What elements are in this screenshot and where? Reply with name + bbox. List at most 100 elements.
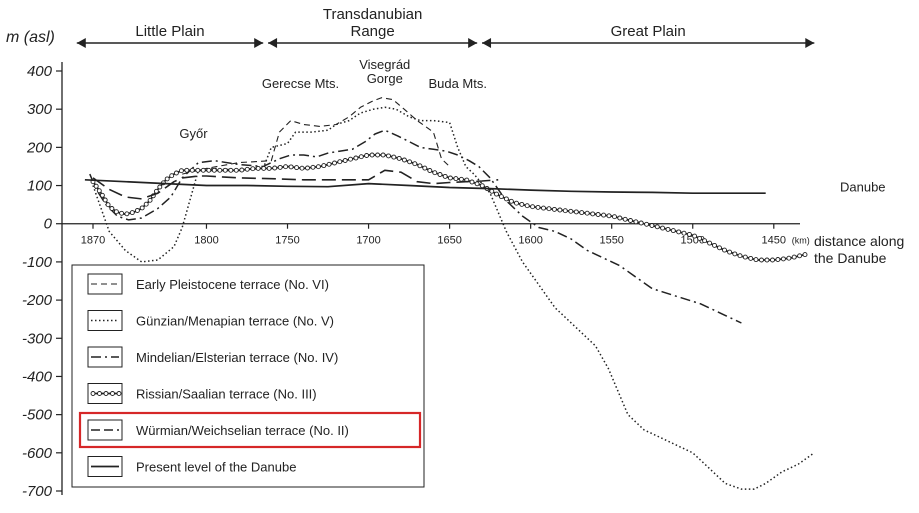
series-point bbox=[364, 153, 370, 158]
series-point bbox=[770, 257, 775, 263]
region-arrow-head-right bbox=[254, 38, 264, 48]
region-arrow-head-left bbox=[76, 38, 86, 48]
legend-entry: Early Pleistocene terrace (No. VI) bbox=[87, 273, 329, 295]
series-point bbox=[134, 208, 140, 213]
region-label: Little Plain bbox=[135, 23, 204, 40]
series-point bbox=[617, 215, 623, 221]
series-point bbox=[143, 201, 149, 207]
series-point bbox=[551, 206, 557, 212]
series-point bbox=[519, 201, 525, 207]
series-point bbox=[233, 167, 239, 173]
series-point bbox=[129, 210, 135, 216]
y-tick-label: -600 bbox=[22, 445, 53, 462]
series-point bbox=[590, 211, 596, 217]
series-point bbox=[211, 167, 217, 173]
legend-swatch-box bbox=[87, 456, 123, 477]
series-point bbox=[514, 200, 519, 206]
series-point bbox=[737, 253, 743, 259]
series-point bbox=[173, 170, 179, 176]
y-tick-label: -500 bbox=[22, 407, 53, 424]
series-point bbox=[606, 213, 612, 219]
legend-entry: Mindelian/Elsterian terrace (No. IV) bbox=[87, 346, 338, 368]
series-point bbox=[432, 170, 438, 176]
series-point bbox=[442, 173, 448, 179]
series-point bbox=[337, 159, 343, 165]
series-point bbox=[759, 257, 764, 263]
legend-label: Early Pleistocene terrace (No. VI) bbox=[136, 277, 329, 292]
series-point bbox=[310, 164, 316, 170]
legend-label: Present level of the Danube bbox=[136, 460, 296, 475]
series-point bbox=[369, 152, 375, 158]
series-point bbox=[692, 233, 698, 239]
series-point bbox=[244, 166, 250, 172]
series-point bbox=[717, 245, 722, 251]
series-point bbox=[228, 167, 234, 173]
series-point bbox=[562, 208, 568, 214]
series-point bbox=[702, 238, 708, 244]
series-point bbox=[437, 172, 443, 177]
series-point bbox=[261, 165, 267, 171]
series-point bbox=[105, 202, 111, 208]
series-point bbox=[294, 165, 300, 171]
series-point bbox=[508, 198, 514, 204]
series-point bbox=[742, 254, 748, 260]
series-point bbox=[422, 165, 428, 171]
legend-entry: Rissian/Saalian terrace (No. III) bbox=[87, 383, 317, 404]
series-point bbox=[612, 214, 617, 220]
series-point bbox=[315, 164, 321, 170]
series-line-dashdot bbox=[89, 129, 742, 324]
series-point bbox=[579, 210, 585, 216]
y-tick-label: 300 bbox=[27, 101, 53, 118]
series-point bbox=[353, 155, 359, 161]
series-point bbox=[595, 212, 601, 217]
x-unit-label: (km) bbox=[792, 236, 810, 246]
y-tick-label: 200 bbox=[26, 139, 53, 156]
series-point bbox=[546, 206, 552, 212]
series-point bbox=[412, 161, 418, 167]
series-point bbox=[348, 156, 353, 162]
series-point bbox=[638, 220, 644, 226]
region-arrow-head-left bbox=[268, 38, 278, 48]
legend-entry: Günzian/Menapian terrace (No. V) bbox=[87, 310, 334, 331]
series-point bbox=[557, 207, 563, 213]
x-tick-label: 1600 bbox=[518, 235, 542, 247]
series-point bbox=[665, 226, 671, 232]
legend: Early Pleistocene terrace (No. VI) Günzia… bbox=[71, 264, 425, 488]
place-label: Visegrád bbox=[359, 57, 410, 72]
legend-entry: Present level of the Danube bbox=[87, 456, 296, 477]
series-point bbox=[494, 191, 499, 197]
series-point bbox=[222, 167, 228, 173]
series-point bbox=[722, 247, 727, 253]
series-point bbox=[489, 188, 495, 194]
series-point bbox=[396, 155, 402, 161]
legend-swatch-point bbox=[116, 391, 122, 396]
series-point bbox=[474, 181, 480, 187]
series-point bbox=[707, 240, 713, 246]
region-label: Great Plain bbox=[611, 23, 686, 40]
legend-swatch-point bbox=[97, 391, 102, 396]
series-point bbox=[670, 228, 676, 234]
series-point bbox=[601, 212, 607, 218]
series-point bbox=[748, 255, 754, 261]
series-point bbox=[524, 203, 530, 209]
series-point bbox=[633, 219, 639, 225]
x-tick-label: 1650 bbox=[437, 235, 461, 247]
region-arrow-head-right bbox=[805, 38, 815, 48]
series-point bbox=[568, 208, 574, 214]
series-point bbox=[780, 256, 786, 262]
series-point bbox=[332, 160, 337, 166]
region-label: Range bbox=[351, 23, 395, 40]
series-point bbox=[189, 167, 195, 173]
series-point bbox=[764, 257, 770, 263]
legend-highlight-box bbox=[78, 411, 422, 449]
series-point bbox=[797, 253, 803, 259]
series-line-longdash bbox=[92, 169, 499, 200]
series-point bbox=[342, 158, 348, 163]
legend-box bbox=[71, 264, 425, 488]
terrace-series bbox=[84, 97, 815, 490]
series-point bbox=[113, 209, 119, 215]
